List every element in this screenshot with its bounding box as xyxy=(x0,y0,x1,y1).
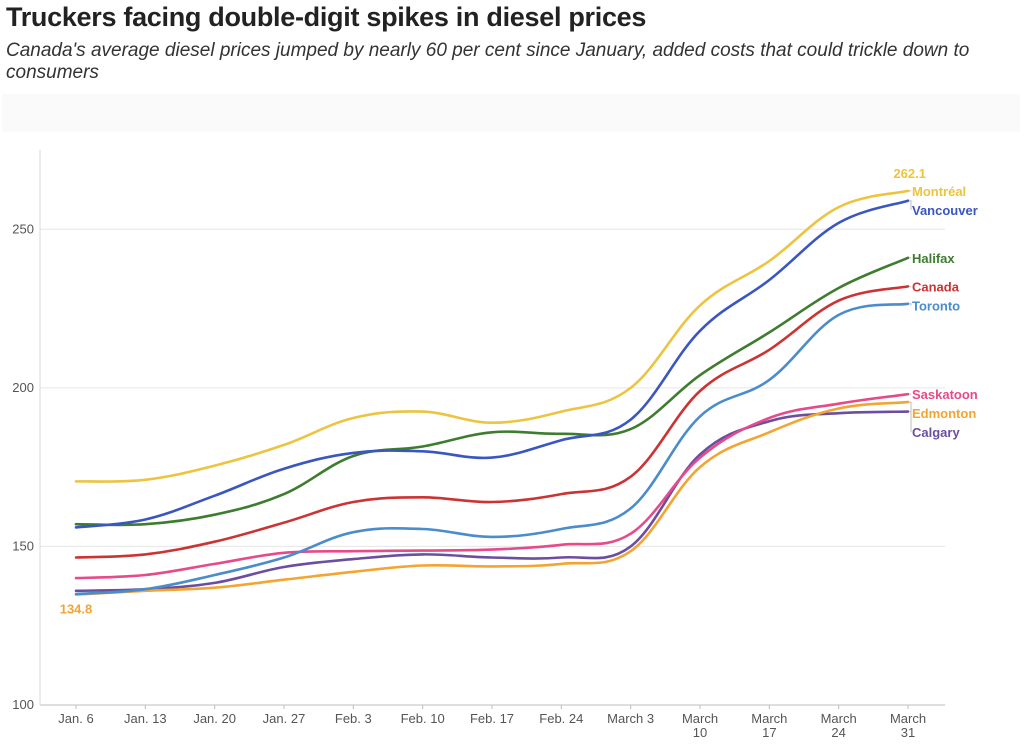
value-label-edmonton-start: 134.8 xyxy=(60,602,93,617)
series-label-montreal: Montréal xyxy=(912,184,966,199)
series-line-edmonton xyxy=(74,400,910,596)
x-tick-label: March 31 xyxy=(890,711,926,740)
series-label-canada: Canada xyxy=(912,279,960,294)
x-tick-label: March 10 xyxy=(682,711,718,740)
series-label-saskatoon: Saskatoon xyxy=(912,387,978,402)
x-tick-label: Jan. 6 xyxy=(58,711,93,726)
series-lines xyxy=(74,189,910,596)
label-leader xyxy=(909,411,912,433)
y-tick-label: 100 xyxy=(12,697,34,712)
label-leader xyxy=(909,303,912,306)
x-tick-label: Feb. 10 xyxy=(401,711,445,726)
y-tick-label: 150 xyxy=(12,538,34,553)
x-tick-label: Jan. 27 xyxy=(263,711,306,726)
series-line-saskatoon xyxy=(74,392,910,580)
series-line-canada xyxy=(74,285,910,559)
x-tick-label: March 17 xyxy=(751,711,787,740)
series-label-toronto: Toronto xyxy=(912,298,960,313)
y-axis: 100 150 200 250 xyxy=(12,221,34,712)
x-tick-label: Feb. 3 xyxy=(335,711,372,726)
chart-subtitle: Canada's average diesel prices jumped by… xyxy=(6,40,970,83)
series-label-edmonton: Edmonton xyxy=(912,406,976,421)
label-leader xyxy=(909,401,912,414)
x-tick-label: Feb. 24 xyxy=(539,711,583,726)
label-leader xyxy=(909,200,912,210)
value-label-montreal-end: 262.1 xyxy=(893,166,926,181)
series-line-toronto xyxy=(74,302,910,596)
grid-lines xyxy=(39,150,945,706)
x-tick-label: Feb. 17 xyxy=(470,711,514,726)
series-line-vancouver xyxy=(74,199,910,529)
x-tick-label: Jan. 13 xyxy=(124,711,167,726)
series-labels: Montréal Vancouver Halifax Canada Toronto Sas… xyxy=(60,166,978,617)
toolbar-placeholder xyxy=(2,94,1020,132)
series-line-calgary xyxy=(74,410,910,593)
series-line-halifax xyxy=(74,256,910,527)
chart-title: Truckers facing double-digit spikes in d… xyxy=(6,2,647,32)
series-line-montreal xyxy=(74,189,910,483)
x-axis: Jan. 6 Jan. 13 Jan. 20 Jan. 27 Feb. 3 Feb. 10… xyxy=(58,705,926,740)
y-tick-label: 200 xyxy=(12,380,34,395)
series-label-vancouver: Vancouver xyxy=(912,203,978,218)
series-label-halifax: Halifax xyxy=(912,251,955,266)
x-tick-label: March 24 xyxy=(821,711,857,740)
x-tick-label: Jan. 20 xyxy=(193,711,236,726)
y-tick-label: 250 xyxy=(12,221,34,236)
x-tick-label: March 3 xyxy=(607,711,654,726)
series-label-calgary: Calgary xyxy=(912,425,960,440)
